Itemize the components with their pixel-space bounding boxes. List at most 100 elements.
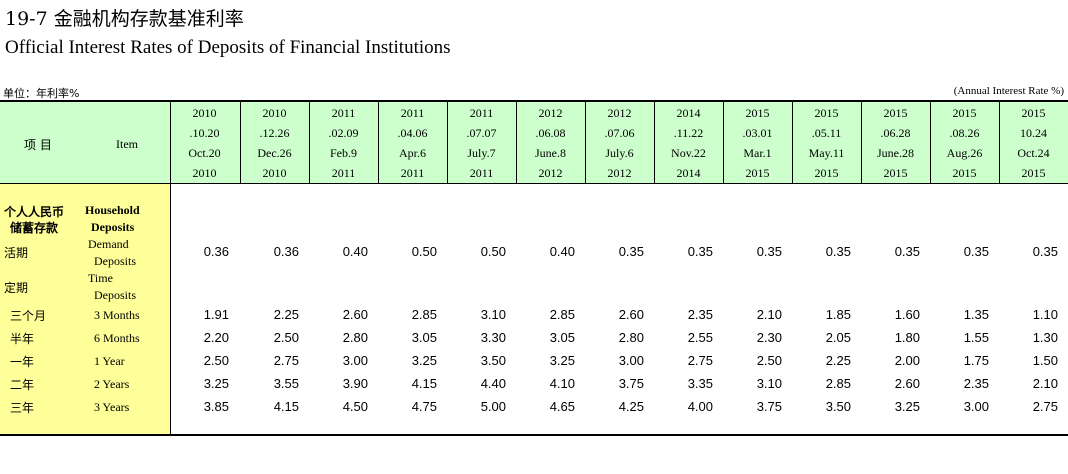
column-divider	[585, 102, 586, 183]
section-label-chinese-1: 个人人民币	[4, 205, 65, 219]
column-divider	[378, 102, 379, 183]
rate-value: 2.50	[756, 353, 782, 368]
rate-value: 4.00	[687, 399, 713, 414]
date-header-line: June.28	[877, 146, 914, 160]
unit-label-chinese: 单位：年利率%	[3, 87, 80, 100]
row-label-english: 6 Months	[94, 331, 140, 345]
rate-value: 3.30	[480, 330, 506, 345]
date-header-cell: 2015 .06.28 June.28 2015	[861, 102, 930, 183]
rate-value: 2.80	[618, 330, 644, 345]
date-header-line: 2015	[883, 166, 908, 180]
rate-value: 1.80	[894, 330, 920, 345]
demand-value: 0.35	[894, 244, 920, 259]
rate-value: 4.50	[342, 399, 368, 414]
rate-value: 3.00	[342, 353, 368, 368]
rate-value: 1.85	[825, 307, 851, 322]
rate-value: 1.35	[963, 307, 989, 322]
date-header-cell: 2012 .06.08 June.8 2012	[516, 102, 585, 183]
column-divider	[930, 102, 931, 183]
date-header-line: 2011	[469, 106, 494, 120]
rate-value: 3.25	[894, 399, 920, 414]
rate-value: 3.75	[756, 399, 782, 414]
date-header-line: 2011	[331, 166, 356, 180]
date-header-line: 2015	[814, 166, 839, 180]
date-header-line: 2012	[607, 166, 632, 180]
rate-value: 3.25	[549, 353, 575, 368]
column-divider	[447, 102, 448, 183]
date-header-line: 2011	[331, 106, 356, 120]
rate-value: 4.15	[411, 376, 437, 391]
date-header-line: .06.08	[535, 126, 566, 140]
section-label-chinese-2: 储蓄存款	[10, 221, 59, 235]
date-header-line: .06.28	[880, 126, 911, 140]
date-header-line: 2011	[400, 166, 425, 180]
column-divider	[654, 102, 655, 183]
section-label-english-2: Deposits	[91, 220, 135, 234]
rate-value: 4.65	[549, 399, 575, 414]
time-label-english-1: Time	[88, 271, 113, 285]
demand-label-english-1: Demand	[88, 237, 129, 251]
date-header-line: Dec.26	[257, 146, 292, 160]
date-header-line: 2012	[538, 166, 563, 180]
demand-value: 0.35	[825, 244, 851, 259]
date-header-line: .11.22	[673, 126, 704, 140]
column-divider	[516, 102, 517, 183]
date-header-line: .10.20	[189, 126, 220, 140]
date-header-line: Apr.6	[399, 146, 426, 160]
rate-value: 2.80	[342, 330, 368, 345]
row-label-chinese: 二年	[10, 378, 35, 392]
date-header-line: 2010	[262, 106, 287, 120]
rate-value: 3.00	[618, 353, 644, 368]
rate-value: 3.90	[342, 376, 368, 391]
rate-value: 3.25	[411, 353, 437, 368]
row-label-english: 2 Years	[94, 377, 130, 391]
column-divider	[240, 102, 241, 183]
rate-value: 3.05	[549, 330, 575, 345]
date-header-line: .03.01	[742, 126, 773, 140]
demand-value: 0.35	[756, 244, 782, 259]
rate-value: 2.85	[549, 307, 575, 322]
rate-value: 3.35	[687, 376, 713, 391]
date-header-cell: 2015 .05.11 May.11 2015	[792, 102, 861, 183]
rate-value: 3.50	[480, 353, 506, 368]
date-header-cell: 2015 10.24 Oct.24 2015	[999, 102, 1068, 183]
rate-value: 2.75	[273, 353, 299, 368]
demand-value: 0.35	[618, 244, 644, 259]
date-header-line: 2011	[469, 166, 494, 180]
rate-value: 3.10	[480, 307, 506, 322]
rate-value: 4.25	[618, 399, 644, 414]
rate-value: 1.60	[894, 307, 920, 322]
date-header-line: 10.24	[1020, 126, 1047, 140]
rate-value: 2.20	[203, 330, 229, 345]
date-header-line: Mar.1	[743, 146, 772, 160]
rate-value: 3.75	[618, 376, 644, 391]
date-header-cell: 2010 .12.26 Dec.26 2010	[240, 102, 309, 183]
rate-value: 2.75	[1032, 399, 1058, 414]
date-header-line: July.7	[467, 146, 496, 160]
date-header-line: Nov.22	[671, 146, 706, 160]
rate-value: 5.00	[480, 399, 506, 414]
date-header-line: .05.11	[811, 126, 842, 140]
demand-value: 0.35	[1032, 244, 1058, 259]
time-label-chinese: 定期	[4, 281, 29, 295]
row-label-chinese: 一年	[10, 355, 35, 369]
date-header-line: 2012	[538, 106, 563, 120]
header-background	[0, 102, 1068, 183]
demand-label-english-2: Deposits	[94, 254, 136, 268]
date-header-line: 2015	[952, 166, 977, 180]
row-label-chinese: 三个月	[10, 309, 47, 323]
date-header-line: 2010	[192, 166, 217, 180]
title-english: Official Interest Rates of Deposits of F…	[5, 37, 451, 58]
column-divider	[170, 102, 171, 434]
rate-value: 1.75	[963, 353, 989, 368]
date-header-line: .08.26	[949, 126, 980, 140]
date-header-line: 2014	[676, 166, 701, 180]
column-divider	[999, 102, 1000, 183]
rate-value: 2.25	[273, 307, 299, 322]
rate-value: 2.50	[203, 353, 229, 368]
column-divider	[309, 102, 310, 183]
date-header-line: May.11	[808, 146, 845, 160]
date-header-line: 2015	[1021, 106, 1046, 120]
table-top-rule	[0, 100, 1068, 102]
row-label-chinese: 三年	[10, 401, 35, 415]
